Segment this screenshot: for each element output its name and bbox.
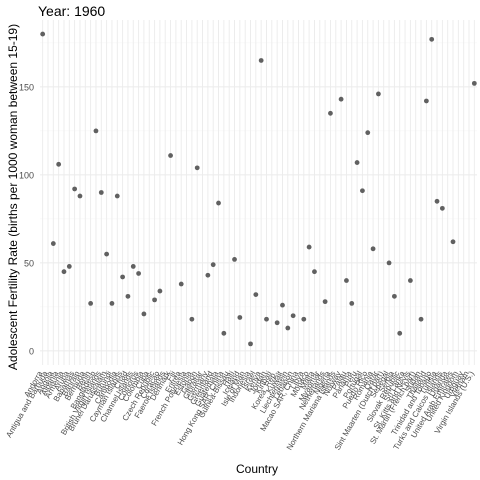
data-point <box>407 278 413 283</box>
y-tick-label: 100 <box>19 170 34 180</box>
data-point <box>50 241 56 246</box>
data-point <box>423 98 429 104</box>
data-point <box>471 80 477 86</box>
data-point <box>301 316 307 322</box>
data-point <box>349 300 355 306</box>
data-point <box>253 292 259 297</box>
data-point <box>210 262 216 268</box>
data-point <box>439 205 445 211</box>
data-point <box>93 128 99 134</box>
data-point <box>376 91 381 97</box>
data-point <box>77 193 83 199</box>
data-point <box>221 330 227 336</box>
data-point <box>450 239 456 245</box>
data-point <box>397 330 403 336</box>
data-point <box>109 300 115 306</box>
data-point <box>178 281 184 287</box>
data-point <box>205 272 211 278</box>
data-point <box>258 58 264 63</box>
data-point <box>386 260 392 266</box>
data-point <box>360 188 365 194</box>
data-point <box>322 299 328 305</box>
data-point <box>104 251 110 257</box>
data-point <box>168 153 173 158</box>
data-point <box>434 198 440 204</box>
data-point <box>312 269 317 275</box>
data-point <box>280 302 285 308</box>
data-point <box>72 186 78 192</box>
data-point <box>274 320 280 326</box>
data-point <box>285 325 291 331</box>
data-point <box>189 316 195 322</box>
data-point <box>237 315 243 320</box>
y-tick-label: 150 <box>19 82 34 92</box>
data-point <box>365 130 371 136</box>
data-point <box>40 31 46 37</box>
data-point <box>130 264 136 269</box>
data-point <box>264 316 269 322</box>
data-point <box>125 293 131 299</box>
chart-title: Year: 1960 <box>38 3 106 19</box>
data-point <box>391 293 397 299</box>
data-point <box>306 244 312 250</box>
data-point <box>232 256 237 262</box>
data-point <box>194 165 200 171</box>
data-point <box>344 278 349 283</box>
y-tick-label: 50 <box>24 258 34 268</box>
data-point <box>354 160 360 165</box>
x-axis-label: Country <box>235 462 279 476</box>
data-point <box>290 313 296 319</box>
data-point <box>338 96 344 102</box>
data-point <box>370 246 376 252</box>
data-point <box>152 297 157 303</box>
data-point <box>98 190 104 195</box>
y-tick-label: 0 <box>29 346 34 356</box>
data-point <box>88 300 94 306</box>
data-point <box>66 264 72 269</box>
data-point <box>216 200 221 206</box>
data-point <box>120 274 126 280</box>
data-point <box>141 311 147 317</box>
data-point <box>114 193 120 199</box>
data-point <box>61 269 67 275</box>
data-point <box>429 36 435 42</box>
data-point <box>157 288 163 294</box>
data-point <box>136 271 141 276</box>
data-point <box>418 316 424 322</box>
data-point <box>56 161 62 167</box>
data-point <box>328 110 333 116</box>
data-point <box>248 341 253 347</box>
